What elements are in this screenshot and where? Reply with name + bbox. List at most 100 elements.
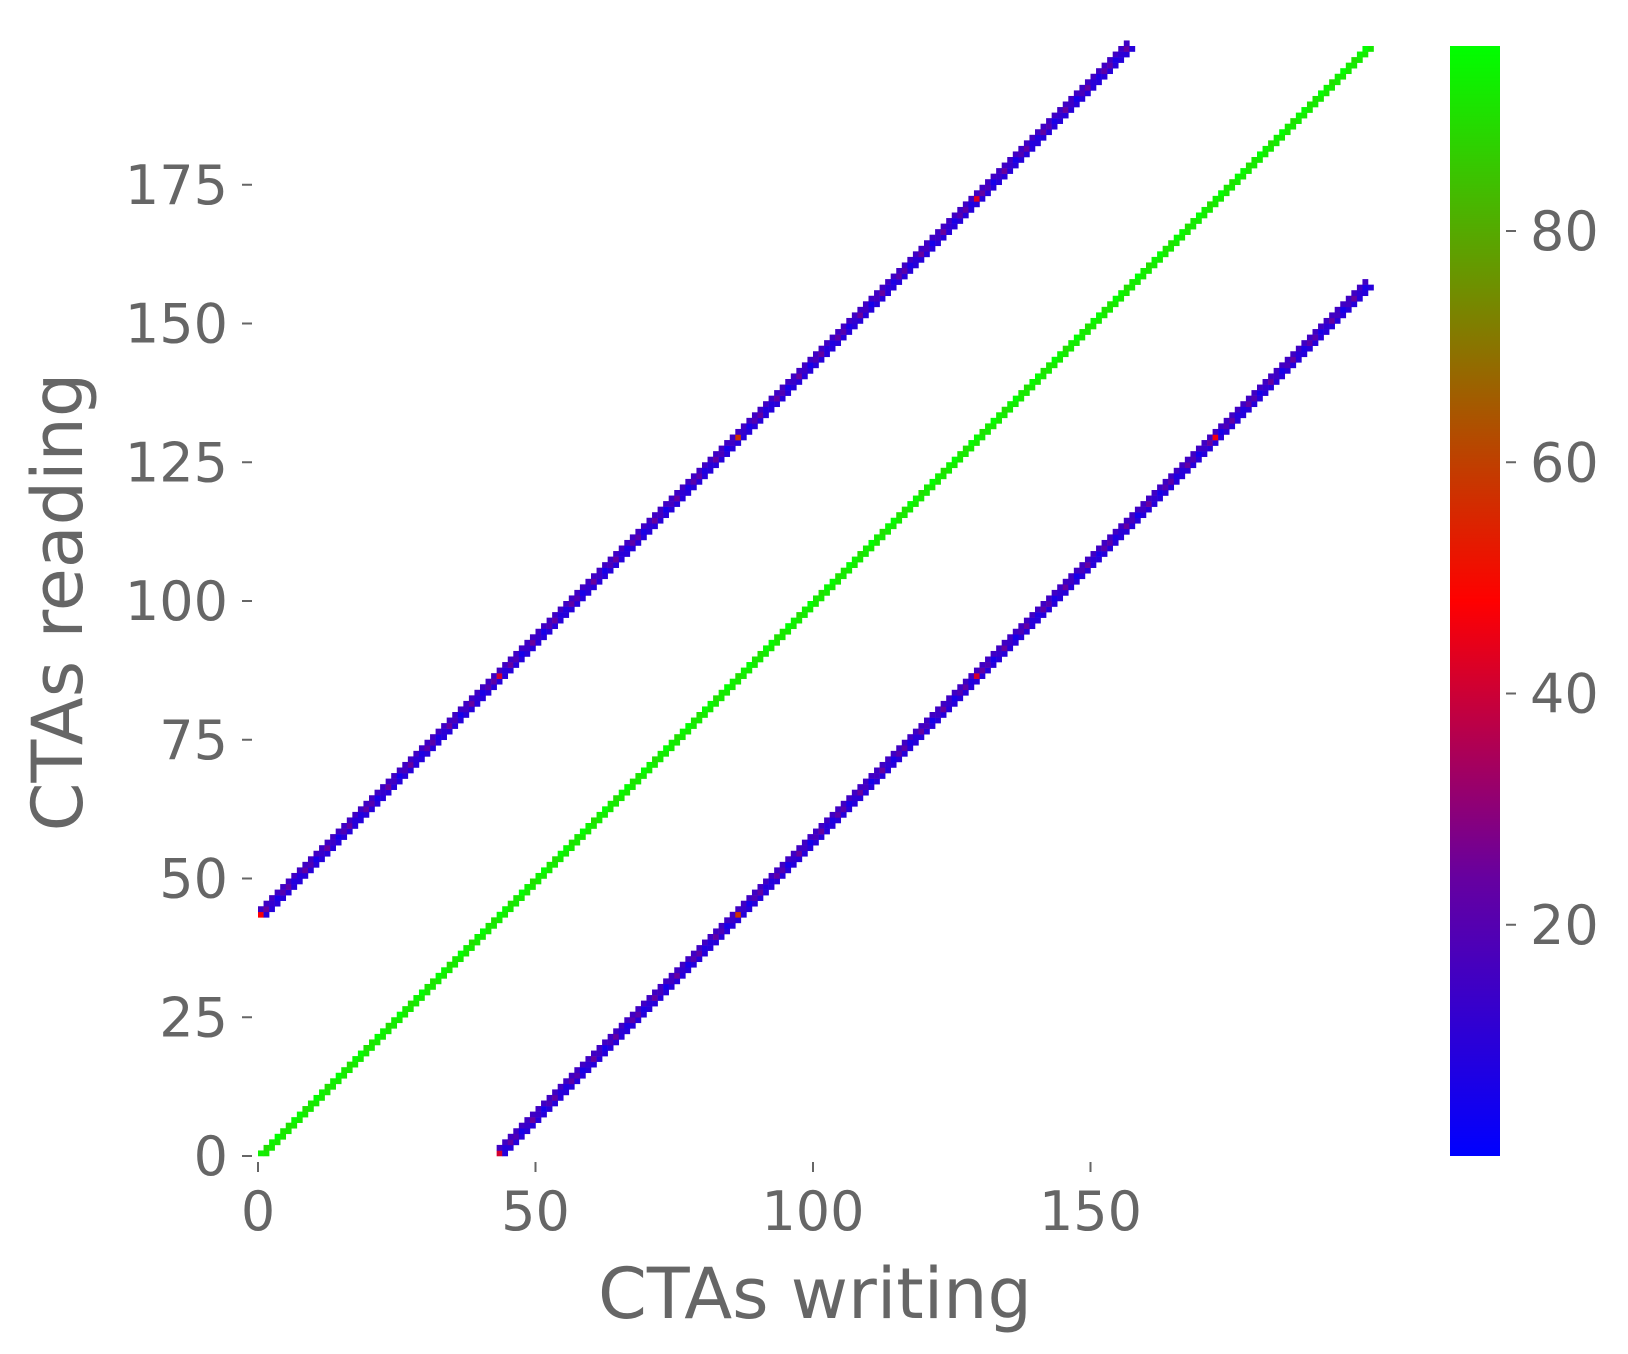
- heatmap-cell: [258, 911, 264, 918]
- heatmap-cell: [1134, 273, 1141, 280]
- heatmap-cell: [1273, 379, 1280, 385]
- heatmap-cell: [874, 773, 880, 779]
- heatmap-cell: [652, 761, 658, 768]
- heatmap-cell: [862, 778, 869, 785]
- heatmap-cell: [985, 190, 991, 197]
- heatmap-cell: [1046, 601, 1052, 607]
- heatmap-cell: [369, 795, 375, 802]
- heatmap-cell: [940, 712, 947, 718]
- heatmap-cell: [790, 373, 797, 380]
- heatmap-cell: [979, 673, 986, 679]
- heatmap-cell: [968, 684, 975, 691]
- heatmap-cell: [907, 734, 914, 741]
- heatmap-cell: [535, 628, 542, 635]
- heatmap-cell: [1268, 379, 1274, 385]
- heatmap-cell: [485, 922, 492, 929]
- heatmap-cell: [1362, 284, 1369, 291]
- heatmap-cell: [801, 367, 808, 374]
- heatmap-cell: [840, 323, 847, 330]
- heatmap-cell: [1046, 606, 1052, 613]
- heatmap-cell: [1140, 512, 1147, 519]
- heatmap-cell: [635, 539, 642, 546]
- colorbar-tick-label: 80: [1530, 200, 1599, 263]
- heatmap-cell: [535, 1111, 542, 1118]
- heatmap-cell: [396, 1017, 403, 1024]
- heatmap-cell: [985, 423, 991, 430]
- heatmap-cell: [518, 650, 525, 657]
- heatmap-cell: [291, 884, 298, 890]
- heatmap-cell: [602, 806, 608, 813]
- heatmap-cell: [885, 284, 891, 291]
- heatmap-cell: [796, 373, 803, 380]
- heatmap-cell: [557, 856, 564, 863]
- heatmap-cell: [1007, 157, 1014, 163]
- heatmap-cell: [463, 950, 470, 957]
- heatmap-cell: [496, 1150, 503, 1157]
- heatmap-cell: [1190, 462, 1197, 469]
- heatmap-cell: [763, 884, 769, 890]
- heatmap-cell: [901, 273, 908, 280]
- heatmap-cell: [751, 412, 758, 419]
- heatmap-cell: [779, 384, 786, 391]
- heatmap-cell: [685, 490, 692, 496]
- heatmap-cell: [402, 1006, 409, 1012]
- heatmap-cell: [785, 379, 792, 385]
- heatmap-cell: [374, 800, 381, 807]
- heatmap-cell: [690, 473, 697, 480]
- heatmap-cell: [918, 245, 925, 252]
- heatmap-cell: [618, 556, 625, 563]
- heatmap-cell: [413, 995, 420, 1001]
- heatmap-cell: [1318, 90, 1324, 97]
- heatmap-cell: [402, 1011, 409, 1018]
- heatmap-cell: [935, 240, 941, 247]
- heatmap-cell: [1190, 223, 1197, 230]
- heatmap-cell: [1284, 129, 1291, 136]
- heatmap-cell: [546, 617, 553, 624]
- heatmap-cell: [824, 817, 830, 824]
- heatmap-cell: [1118, 523, 1125, 530]
- heatmap-cell: [757, 650, 764, 657]
- heatmap-cell: [618, 1022, 625, 1029]
- heatmap-cell: [1218, 434, 1224, 441]
- heatmap-cell: [713, 695, 719, 702]
- heatmap-cell: [640, 773, 647, 779]
- heatmap-cell: [1157, 251, 1163, 258]
- heatmap-cell: [907, 506, 914, 513]
- heatmap-cell: [557, 606, 564, 613]
- heatmap-cell: [652, 512, 658, 519]
- heatmap-cell: [901, 268, 908, 274]
- heatmap-cell: [796, 850, 803, 857]
- heatmap-cell: [1107, 62, 1113, 69]
- heatmap-cell: [879, 534, 886, 541]
- heatmap-cell: [824, 584, 830, 591]
- heatmap-cell: [729, 917, 736, 924]
- heatmap-cell: [835, 334, 842, 341]
- heatmap-cell: [746, 417, 753, 424]
- heatmap-cell: [352, 811, 359, 818]
- heatmap-cell: [979, 190, 986, 197]
- heatmap-cell: [868, 545, 875, 552]
- heatmap-cell: [518, 1122, 525, 1129]
- heatmap-cell: [813, 601, 819, 607]
- heatmap-cell: [829, 823, 836, 829]
- heatmap-cell: [1362, 46, 1369, 52]
- heatmap-cell: [896, 268, 903, 274]
- heatmap-cell: [457, 717, 464, 724]
- heatmap-cell: [946, 223, 953, 230]
- heatmap-cell: [901, 262, 908, 269]
- heatmap-cell: [929, 723, 936, 729]
- heatmap-cell: [496, 911, 503, 918]
- heatmap-cell: [735, 678, 742, 685]
- heatmap-cell: [979, 184, 986, 191]
- heatmap-cell: [679, 484, 686, 491]
- heatmap-cell: [1251, 395, 1258, 402]
- heatmap-cell: [807, 834, 814, 840]
- heatmap-cell: [835, 806, 842, 813]
- heatmap-cell: [890, 756, 897, 763]
- heatmap-cell: [896, 512, 903, 519]
- heatmap-cell: [591, 823, 597, 829]
- heatmap-cell: [652, 523, 658, 530]
- heatmap-cell: [918, 256, 925, 263]
- heatmap-cell: [1179, 462, 1186, 469]
- heatmap-cell: [518, 1128, 525, 1135]
